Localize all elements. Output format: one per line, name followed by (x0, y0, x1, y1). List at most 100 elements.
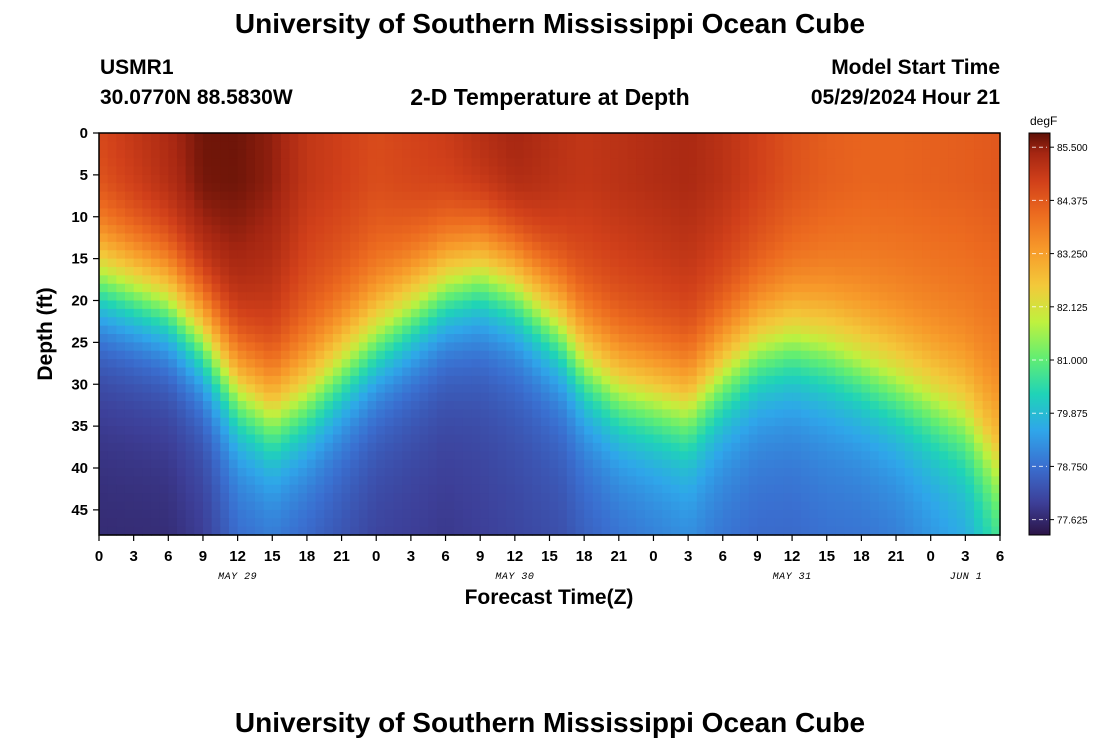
heatmap-cell (575, 451, 585, 461)
heatmap-cell (436, 459, 447, 469)
heatmap-cell (904, 468, 914, 477)
heatmap-cell (766, 426, 776, 436)
heatmap-cell (532, 225, 542, 235)
heatmap-cell (861, 275, 871, 285)
heatmap-cell (688, 325, 698, 335)
heatmap-cell (419, 275, 429, 285)
heatmap-cell (402, 183, 412, 193)
heatmap-cell (748, 292, 759, 302)
heatmap-cell (480, 451, 490, 461)
heatmap-cell (393, 225, 403, 235)
heatmap-cell (116, 149, 126, 159)
heatmap-cell (818, 216, 828, 226)
heatmap-cell (376, 359, 386, 369)
heatmap-cell (324, 350, 334, 360)
heatmap-cell (176, 241, 187, 251)
heatmap-cell (904, 526, 914, 536)
heatmap-cell (358, 426, 369, 436)
heatmap-cell (722, 459, 733, 469)
heatmap-cell (428, 283, 438, 293)
heatmap-cell (159, 267, 169, 276)
heatmap-cell (878, 308, 888, 318)
heatmap-cell (731, 417, 741, 427)
heatmap-cell (766, 250, 776, 260)
heatmap-cell (852, 526, 862, 536)
heatmap-cell (471, 300, 481, 310)
heatmap-cell (367, 300, 377, 310)
heatmap-cell (220, 401, 230, 410)
heatmap-cell (601, 493, 611, 503)
heatmap-cell (870, 451, 880, 461)
heatmap-cell (99, 484, 109, 494)
heatmap-cell (272, 250, 282, 260)
heatmap-cell (592, 518, 603, 528)
heatmap-cell (939, 426, 949, 436)
heatmap-cell (263, 468, 273, 477)
heatmap-cell (471, 225, 481, 235)
heatmap-cell (176, 350, 187, 360)
heatmap-cell (133, 275, 143, 285)
heatmap-cell (436, 334, 447, 343)
heatmap-cell (974, 509, 984, 519)
heatmap-cell (722, 208, 733, 218)
heatmap-cell (679, 292, 689, 302)
heatmap-cell (800, 375, 810, 385)
heatmap-cell (705, 392, 715, 402)
heatmap-cell (783, 417, 793, 427)
heatmap-cell (870, 426, 880, 436)
heatmap-cell (688, 317, 698, 327)
heatmap-cell (714, 317, 724, 327)
heatmap-cell (393, 267, 403, 276)
heatmap-cell (835, 409, 845, 419)
heatmap-cell (523, 208, 533, 218)
heatmap-cell (445, 459, 455, 469)
heatmap-cell (818, 149, 828, 159)
heatmap-cell (480, 275, 490, 285)
heatmap-cell (315, 426, 325, 436)
heatmap-cell (792, 183, 802, 193)
heatmap-cell (714, 367, 724, 377)
heatmap-cell (488, 526, 499, 536)
heatmap-cell (982, 292, 992, 302)
heatmap-cell (237, 375, 247, 385)
heatmap-cell (436, 258, 447, 268)
heatmap-cell (532, 375, 542, 385)
heatmap-cell (532, 166, 542, 176)
heatmap-cell (922, 216, 932, 226)
heatmap-cell (523, 325, 533, 335)
heatmap-cell (610, 267, 620, 276)
heatmap-cell (462, 392, 473, 402)
heatmap-cell (904, 250, 914, 260)
heatmap-cell (480, 509, 490, 519)
heatmap-cell (800, 476, 810, 486)
heatmap-cell (462, 409, 473, 419)
heatmap-cell (523, 174, 533, 184)
heatmap-cell (878, 141, 888, 151)
heatmap-cell (142, 300, 152, 310)
heatmap-cell (610, 200, 620, 209)
heatmap-cell (584, 149, 594, 159)
heatmap-cell (575, 133, 585, 142)
heatmap-cell (627, 292, 637, 302)
heatmap-cell (956, 325, 966, 335)
heatmap-cell (428, 451, 438, 461)
heatmap-cell (202, 334, 213, 343)
heatmap-cell (480, 292, 490, 302)
heatmap-cell (202, 459, 213, 469)
heatmap-cell (792, 459, 802, 469)
heatmap-cell (272, 342, 282, 352)
heatmap-cell (298, 375, 308, 385)
heatmap-cell (800, 392, 810, 402)
heatmap-cell (480, 367, 490, 377)
heatmap-cell (280, 451, 291, 461)
heatmap-cell (792, 350, 802, 360)
heatmap-cell (601, 149, 611, 159)
heatmap-cell (826, 426, 836, 436)
heatmap-cell (202, 392, 213, 402)
heatmap-cell (540, 484, 551, 494)
heatmap-cell (220, 468, 230, 477)
heatmap-cell (653, 334, 663, 343)
heatmap-cell (514, 442, 525, 452)
heatmap-cell (506, 317, 516, 327)
heatmap-cell (315, 384, 325, 394)
